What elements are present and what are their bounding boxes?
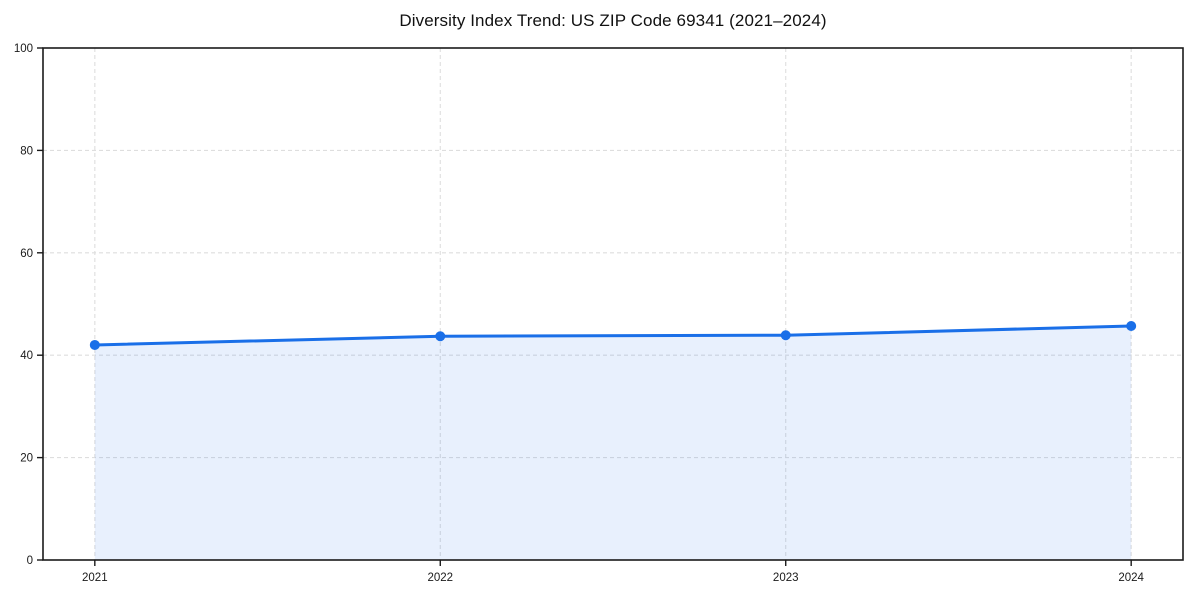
area-fill [94, 326, 1132, 560]
data-point [435, 331, 446, 342]
x-tick-label: 2023 [773, 572, 799, 584]
y-tick-label: 60 [20, 248, 33, 260]
y-tick-label: 0 [27, 555, 33, 567]
y-tick-label: 80 [20, 145, 33, 157]
y-tick-label: 100 [14, 43, 33, 55]
data-point [780, 330, 791, 341]
y-tick-label: 40 [20, 350, 33, 362]
x-tick-label: 2021 [82, 572, 108, 584]
plot-border [42, 47, 1184, 561]
x-tick-label: 2024 [1118, 572, 1144, 584]
y-tick-label: 20 [20, 453, 33, 465]
data-point [1126, 321, 1137, 332]
chart-title: Diversity Index Trend: US ZIP Code 69341… [399, 11, 827, 30]
trend-line [93, 324, 1133, 347]
data-point [89, 339, 100, 350]
x-tick-label: 2022 [427, 572, 453, 584]
